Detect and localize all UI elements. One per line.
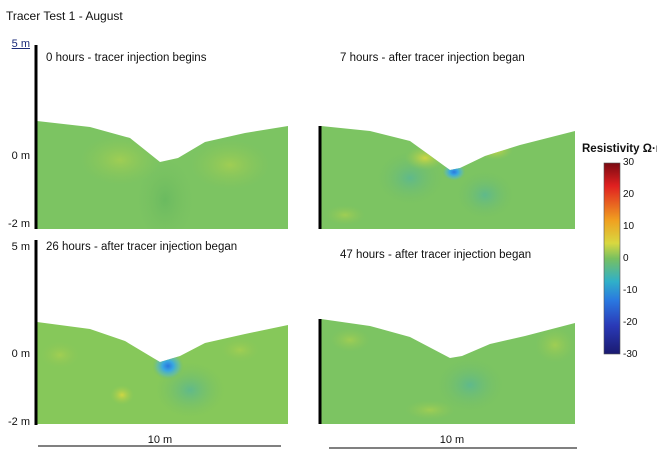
panel-title-0h: 0 hours - tracer injection begins	[46, 52, 207, 64]
y-label-top-5m: 5 m	[11, 38, 30, 50]
scale-bar-label-right: 10 m	[439, 434, 465, 446]
y-label-bottom-0m: 0 m	[11, 348, 30, 360]
scale-bar-label-left: 10 m	[147, 434, 173, 446]
y-label-bottom-minus2m: -2 m	[8, 416, 30, 428]
colorbar-tick-30: 30	[623, 157, 635, 168]
panel-title-7h: 7 hours - after tracer injection began	[340, 52, 525, 64]
colorbar-tick-minus10: -10	[623, 285, 638, 296]
colorbar-tick-minus20: -20	[623, 317, 638, 328]
section-panel-47h	[321, 319, 575, 424]
colorbar	[603, 162, 621, 355]
section-panel-0h	[37, 121, 288, 229]
colorbar-tick-10: 10	[623, 221, 635, 232]
colorbar-tick-0: 0	[623, 253, 629, 264]
section-panel-26h	[37, 322, 288, 424]
colorbar-tick-minus30: -30	[623, 349, 638, 360]
panel-title-47h: 47 hours - after tracer injection began	[340, 249, 532, 261]
colorbar-tick-20: 20	[623, 189, 635, 200]
y-label-bottom-5m: 5 m	[11, 241, 30, 253]
y-label-top-minus2m: -2 m	[8, 218, 30, 230]
panel-title-26h: 26 hours - after tracer injection began	[46, 241, 238, 253]
figure-title: Tracer Test 1 - August	[6, 9, 123, 23]
y-label-top-0m: 0 m	[11, 150, 30, 162]
section-panel-7h	[321, 126, 575, 229]
colorbar-title: Resistivity Ω·m	[582, 143, 657, 155]
